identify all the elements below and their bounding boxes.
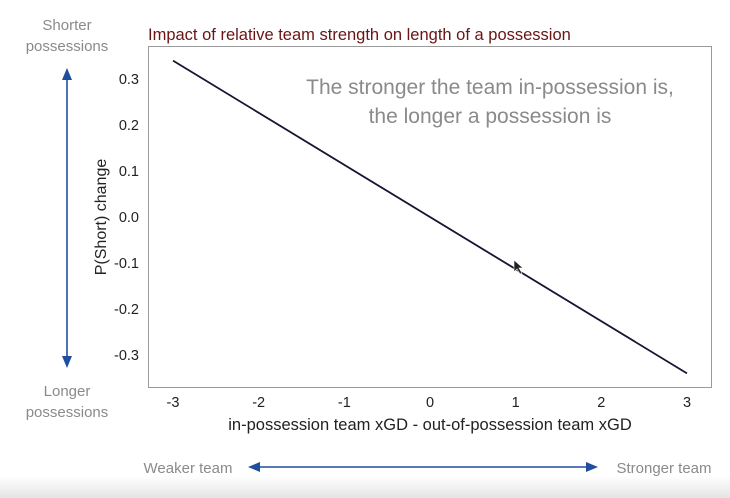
y-tick-labels: 0.3 0.2 0.1 0.0 -0.1 -0.2 -0.3 xyxy=(114,72,139,364)
side-label-bottom-line1: Longer xyxy=(44,383,91,400)
x-tick-label: -3 xyxy=(167,395,180,411)
mouse-cursor-icon xyxy=(513,259,524,275)
y-tick-label: 0.0 xyxy=(119,210,139,226)
y-tick-label: -0.1 xyxy=(114,256,139,272)
x-tick-label: 2 xyxy=(597,395,605,411)
horizontal-double-arrow xyxy=(248,462,598,472)
series-line xyxy=(172,59,688,375)
x-tick-label: 0 xyxy=(426,395,434,411)
y-tick-label: 0.2 xyxy=(119,118,139,134)
x-tick-labels: -3 -2 -1 0 1 2 3 xyxy=(167,395,691,411)
bottom-fade-bar xyxy=(0,476,730,498)
y-tick-label: 0.3 xyxy=(119,72,139,88)
y-tick-label: -0.3 xyxy=(114,348,139,364)
annotation-line2: the longer a possession is xyxy=(369,105,612,128)
side-label-top-line1: Shorter xyxy=(42,17,91,34)
x-tick-label: -1 xyxy=(338,395,351,411)
x-tick-label: 1 xyxy=(512,395,520,411)
vertical-double-arrow xyxy=(62,68,72,368)
x-tick-label: 3 xyxy=(683,395,691,411)
annotation-line1: The stronger the team in-possession is, xyxy=(306,76,674,99)
bottom-label-right: Stronger team xyxy=(616,460,711,477)
x-tick-label: -2 xyxy=(252,395,265,411)
x-axis-label: in-possession team xGD - out-of-possessi… xyxy=(228,416,632,434)
y-tick-label: -0.2 xyxy=(114,302,139,318)
chart-title: Impact of relative team strength on leng… xyxy=(148,26,571,44)
y-axis-label: P(Short) change xyxy=(93,159,110,276)
y-tick-label: 0.1 xyxy=(119,164,139,180)
series-layer xyxy=(172,59,688,375)
bottom-label-left: Weaker team xyxy=(144,460,233,477)
side-label-top-line2: possessions xyxy=(26,38,109,55)
side-label-bottom-line2: possessions xyxy=(26,404,109,421)
